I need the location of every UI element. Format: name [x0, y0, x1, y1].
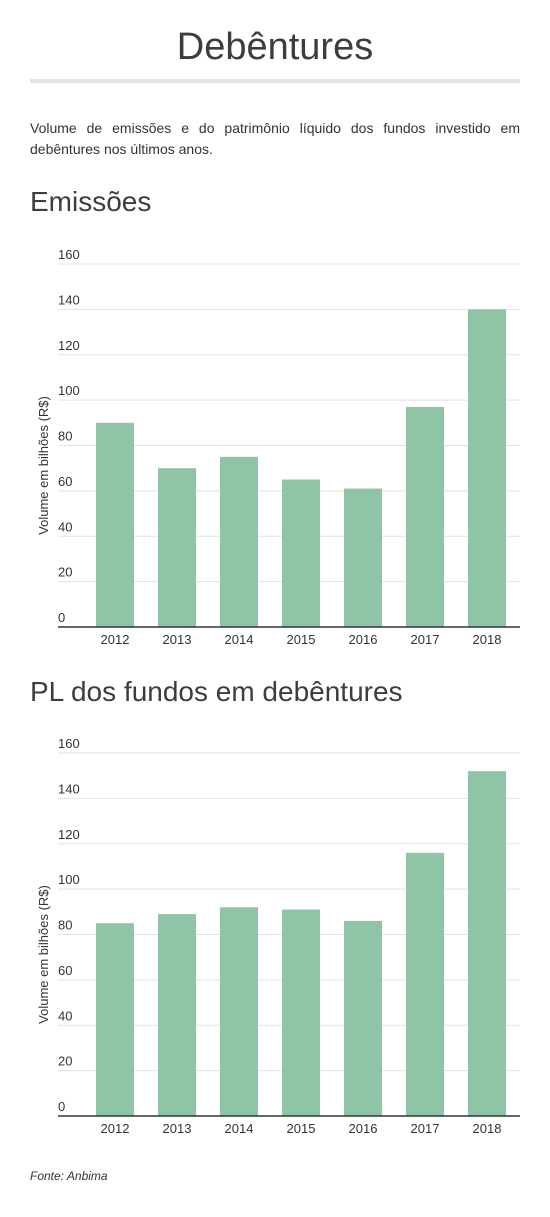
bar-2018 [468, 309, 506, 627]
y-tick-label: 0 [58, 610, 65, 625]
bar-2015 [282, 909, 320, 1116]
y-axis-label: Volume em bilhões (R$) [36, 396, 51, 535]
y-tick-label: 120 [58, 338, 80, 353]
x-tick-label: 2013 [163, 632, 192, 647]
bar-2013 [158, 468, 196, 627]
page-title: Debêntures [176, 26, 374, 68]
y-axis-label: Volume em bilhões (R$) [36, 885, 51, 1024]
y-tick-label: 100 [58, 383, 80, 398]
emissoes-bar-chart: 0 20 40 60 80 100 120 140 160 2012 2013 2014 2015 201… [36, 247, 520, 647]
y-tick-label: 20 [58, 565, 72, 580]
y-tick-label: 20 [58, 1054, 72, 1069]
y-tick-label: 120 [58, 827, 80, 842]
x-tick-label: 2018 [473, 632, 502, 647]
x-tick-label: 2013 [163, 1121, 192, 1136]
page-description: Volume de emissões e do patrimônio líqui… [30, 120, 520, 157]
bar-2016 [344, 920, 382, 1116]
y-tick-label: 60 [58, 963, 72, 978]
bar-2018 [468, 771, 506, 1116]
pl-fundos-bar-chart: 0 20 40 60 80 100 120 140 160 2012 2013 2014 2015 201… [36, 736, 520, 1136]
bar-2014 [220, 456, 258, 627]
bar-2016 [344, 488, 382, 627]
x-tick-label: 2014 [225, 1121, 254, 1136]
x-tick-label: 2012 [101, 632, 130, 647]
bar-2013 [158, 914, 196, 1116]
x-tick-label: 2016 [349, 1121, 378, 1136]
x-tick-label: 2018 [473, 1121, 502, 1136]
y-tick-label: 160 [58, 736, 80, 751]
y-tick-label: 60 [58, 474, 72, 489]
y-tick-label: 40 [58, 519, 72, 534]
y-tick-label: 140 [58, 292, 80, 307]
bar-2012 [96, 923, 134, 1116]
x-tick-label: 2017 [411, 632, 440, 647]
x-tick-label: 2016 [349, 632, 378, 647]
x-tick-label: 2015 [287, 1121, 316, 1136]
bar-2012 [96, 422, 134, 627]
x-tick-label: 2017 [411, 1121, 440, 1136]
y-tick-label: 80 [58, 429, 72, 444]
y-tick-label: 140 [58, 781, 80, 796]
x-tick-label: 2012 [101, 1121, 130, 1136]
x-tick-label: 2015 [287, 632, 316, 647]
bar-2014 [220, 907, 258, 1116]
bar-2015 [282, 479, 320, 627]
y-tick-label: 100 [58, 872, 80, 887]
source-note: Fonte: Anbima [30, 1169, 108, 1183]
x-tick-label: 2014 [225, 632, 254, 647]
chart-title-pl-fundos: PL dos fundos em debêntures [30, 676, 403, 707]
y-tick-label: 80 [58, 918, 72, 933]
y-tick-label: 40 [58, 1008, 72, 1023]
y-tick-label: 0 [58, 1099, 65, 1114]
bar-2017 [406, 852, 444, 1116]
bar-2017 [406, 406, 444, 627]
chart-title-emissoes: Emissões [30, 186, 152, 217]
y-tick-label: 160 [58, 247, 80, 262]
title-divider [30, 79, 520, 83]
